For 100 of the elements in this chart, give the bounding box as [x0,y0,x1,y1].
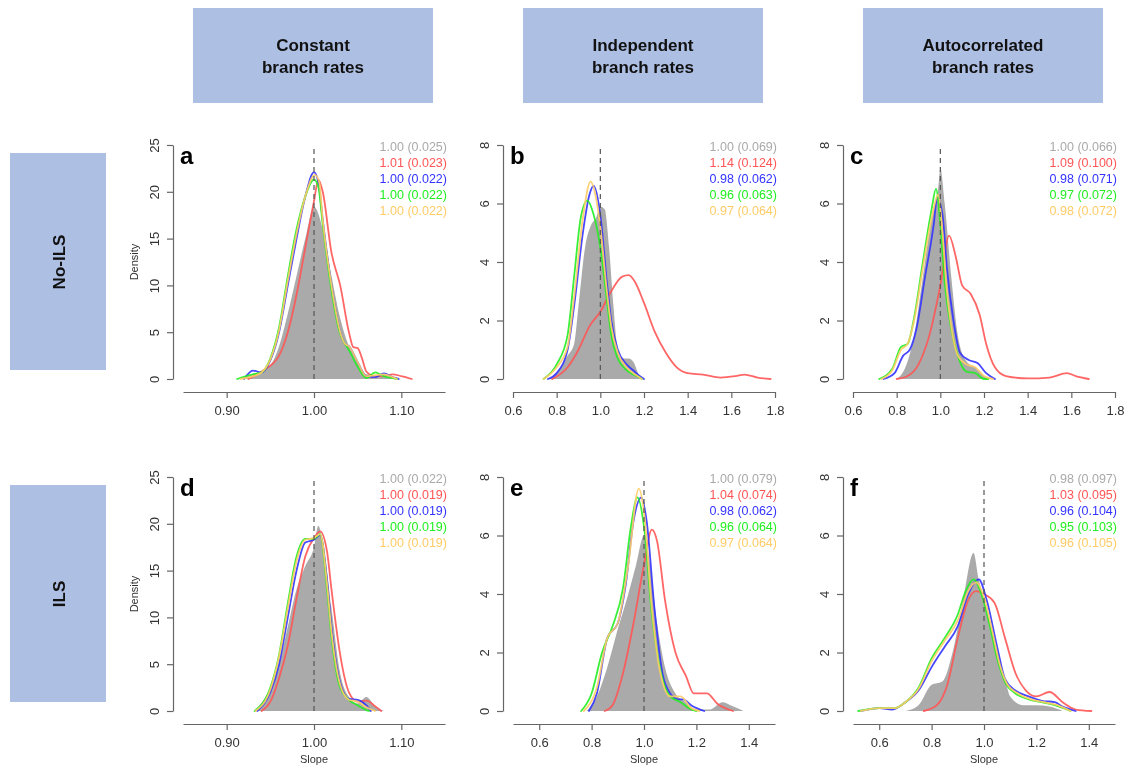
y-tick-label: 4 [817,590,832,599]
x-tick-label: 1.8 [1106,403,1125,419]
y-tick-label: 4 [817,258,832,267]
y-tick-label: 0 [477,375,492,384]
text: No-ILS [50,234,69,290]
y-tick-label: 10 [147,278,162,294]
text: 0.96 (0.105) [1049,536,1117,550]
y-tick-label: 25 [147,470,162,485]
text: 0.95 (0.103) [1049,520,1117,534]
text: 1.00 (0.022) [379,204,447,218]
y-tick-label: 8 [817,473,832,482]
y-tick-label: 25 [147,138,162,153]
y-tick-label: 8 [817,141,832,150]
annotation: d [180,474,195,501]
y-tick-label: 4 [477,590,492,599]
x-tick-label: 1.00 [301,735,328,751]
text: 1.03 (0.095) [1049,488,1117,502]
x-tick-label: 1.2 [635,403,654,419]
x-axis-title: Slope [629,753,659,765]
x-axis-title: Slope [969,753,999,765]
y-tick-label: 5 [147,329,162,337]
x-tick-label: 0.90 [214,735,240,751]
y-tick-label: 8 [477,473,492,482]
y-tick-label: 20 [147,517,162,532]
line-series [922,590,1093,712]
x-tick-label: 1.4 [1080,735,1099,751]
text: 0.97 (0.064) [709,204,777,218]
y-tick-label: 6 [817,532,832,540]
y-axis-title: Density [128,243,140,281]
y-tick-label: 6 [477,200,492,208]
y-tick-label: 8 [477,141,492,150]
y-tick-label: 0 [817,707,832,716]
text: 0.98 (0.062) [709,172,777,186]
text: 1.14 (0.124) [709,156,777,170]
line-series [551,274,772,380]
text: 1.00 (0.069) [709,140,777,154]
x-tick-label: 0.8 [888,403,907,419]
annotation: e [510,474,524,501]
y-tick-label: 10 [147,610,162,626]
line-series [895,234,1090,380]
x-tick-label: 0.6 [504,403,523,419]
y-tick-label: 5 [147,661,162,669]
x-tick-label: 1.00 [301,403,328,419]
y-tick-label: 0 [817,375,832,384]
x-tick-label: 0.90 [214,403,240,419]
text: 0.98 (0.097) [1049,472,1117,486]
text: 1.00 (0.079) [709,472,777,486]
y-tick-label: 15 [147,563,162,579]
x-tick-label: 0.6 [844,403,863,419]
chart-title: Independent branch rates [591,36,695,77]
x-tick-label: 1.0 [931,403,950,419]
text: 1.04 (0.074) [709,488,777,502]
text: 0.97 (0.064) [709,536,777,550]
x-tick-label: 1.2 [975,403,994,419]
text: 1.00 (0.022) [379,172,447,186]
chart-title: Constant branch rates [261,36,365,77]
y-tick-label: 2 [817,649,832,657]
text: 1.00 (0.022) [379,472,447,486]
x-tick-label: 1.8 [766,403,785,419]
x-tick-label: 1.2 [687,735,706,751]
y-tick-label: 2 [477,649,492,657]
y-tick-label: 0 [147,707,162,716]
x-tick-label: 1.4 [740,735,759,751]
text: 0.97 (0.072) [1049,188,1117,202]
y-tick-label: 4 [477,258,492,267]
x-axis-title: Slope [299,753,329,765]
y-tick-label: 0 [477,707,492,716]
annotation: a [180,142,194,169]
x-tick-label: 1.4 [679,403,698,419]
annotation: f [850,474,859,501]
x-tick-label: 1.10 [389,403,415,419]
text: 0.96 (0.064) [709,520,777,534]
x-tick-label: 0.6 [870,735,889,751]
x-tick-label: 1.6 [722,403,741,419]
text: 0.98 (0.071) [1049,172,1117,186]
y-tick-label: 6 [477,532,492,540]
text: 1.00 (0.019) [379,536,447,550]
y-tick-label: 0 [147,375,162,384]
text: 0.98 (0.072) [1049,204,1117,218]
text: 1.00 (0.019) [379,504,447,518]
x-tick-label: 1.6 [1062,403,1081,419]
x-tick-label: 1.10 [389,735,415,751]
text: 1.00 (0.019) [379,488,447,502]
x-tick-label: 0.8 [923,735,942,751]
text: 1.01 (0.023) [379,156,447,170]
x-tick-label: 0.8 [548,403,567,419]
text: 1.00 (0.025) [379,140,447,154]
text: 0.98 (0.062) [709,504,777,518]
text: 1.00 (0.022) [379,188,447,202]
x-tick-label: 1.4 [1019,403,1038,419]
annotation: b [510,142,525,169]
x-tick-label: 0.6 [530,735,549,751]
text: 1.00 (0.066) [1049,140,1117,154]
y-tick-label: 2 [477,317,492,325]
annotation: c [850,142,864,169]
x-tick-label: 0.8 [583,735,602,751]
y-tick-label: 20 [147,185,162,200]
text: 0.96 (0.104) [1049,504,1117,518]
text: ILS [50,580,69,608]
text: 1.00 (0.019) [379,520,447,534]
